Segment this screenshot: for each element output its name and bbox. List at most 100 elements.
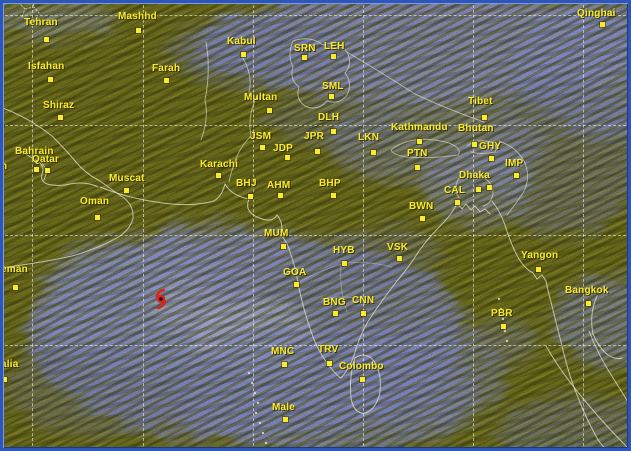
graticule-vline — [473, 0, 474, 451]
station-label-tibet: Tibet — [468, 96, 493, 107]
station-label-imp: IMP — [505, 158, 524, 169]
station-label-dlh: DLH — [318, 112, 340, 123]
station-marker-tehran — [44, 37, 49, 42]
station-marker-eman — [13, 285, 18, 290]
station-label-goa: GOA — [283, 267, 307, 278]
station-marker-station — [487, 185, 492, 190]
station-marker-muscat — [124, 188, 129, 193]
station-label-male: Male — [272, 402, 296, 413]
station-marker-male — [283, 417, 288, 422]
station-label-cnn: CNN — [352, 295, 375, 306]
station-label-isfahan: Isfahan — [28, 61, 65, 72]
station-label-kathmandu: Kathmandu — [391, 122, 448, 133]
station-label-oman: Oman — [80, 196, 110, 207]
station-label-bangkok: Bangkok — [565, 285, 609, 296]
station-label-jpr: JPR — [304, 131, 325, 142]
graticule-vline — [583, 0, 584, 451]
station-marker-leh — [331, 54, 336, 59]
station-label-bahrain: Bahrain — [15, 146, 54, 157]
station-marker-dlh — [331, 129, 336, 134]
station-label-bhutan: Bhutan — [458, 123, 494, 134]
station-marker-srn — [302, 55, 307, 60]
station-label-colombo: Colombo — [339, 361, 384, 372]
graticule-hline — [0, 15, 631, 16]
station-label-cal: CAL — [444, 185, 466, 196]
station-marker-shiraz — [58, 115, 63, 120]
station-label-eman: eman — [1, 264, 28, 275]
station-marker-mum — [281, 244, 286, 249]
station-marker-bahrain — [34, 167, 39, 172]
graticule-vline — [143, 0, 144, 451]
graticule-vline — [32, 0, 33, 451]
station-label-h: h — [1, 161, 8, 172]
station-marker-lkn — [371, 150, 376, 155]
station-label-bhj: BHJ — [236, 178, 257, 189]
station-marker-bwn — [420, 216, 425, 221]
graticule-hline — [0, 235, 631, 236]
station-marker-farah — [164, 78, 169, 83]
station-label-muscat: Muscat — [109, 173, 145, 184]
station-label-bng: BNG — [323, 297, 346, 308]
station-marker-kathmandu — [417, 139, 422, 144]
station-label-jdp: JDP — [273, 143, 294, 154]
station-marker-sml — [329, 94, 334, 99]
station-marker-bhp — [331, 193, 336, 198]
station-marker-dhaka — [476, 187, 481, 192]
station-marker-oman — [95, 215, 100, 220]
station-marker-jsm — [260, 145, 265, 150]
station-label-mashhd: Mashhd — [118, 11, 157, 22]
station-label-hyb: HYB — [333, 245, 355, 256]
tropical-cyclone-icon — [155, 288, 167, 310]
station-marker-alia — [2, 377, 7, 382]
station-marker-qinghai — [600, 22, 605, 27]
station-marker-mashhd — [136, 28, 141, 33]
graticule-hline — [0, 345, 631, 346]
station-marker-karachi — [216, 173, 221, 178]
station-marker-tibet — [482, 115, 487, 120]
station-marker-yangon — [536, 267, 541, 272]
station-marker-imp — [514, 173, 519, 178]
station-label-tehran: Tehran — [24, 17, 58, 28]
station-label-qatar: Qatar — [32, 154, 60, 165]
station-marker-ghy — [489, 156, 494, 161]
station-marker-colombo — [360, 377, 365, 382]
graticule-vline — [363, 0, 364, 451]
station-marker-ahm — [278, 193, 283, 198]
station-label-pbr: PBR — [491, 308, 513, 319]
station-marker-qatar — [45, 168, 50, 173]
station-marker-bhj — [248, 194, 253, 199]
station-marker-kabul — [241, 52, 246, 57]
station-label-farah: Farah — [152, 63, 181, 74]
station-label-karachi: Karachi — [200, 159, 239, 170]
station-label-dhaka: Dhaka — [459, 170, 491, 181]
station-label-qinghai: Qinghai — [577, 8, 616, 19]
station-label-srn: SRN — [294, 43, 316, 54]
station-marker-hyb — [342, 261, 347, 266]
station-marker-cal — [455, 200, 460, 205]
station-marker-jdp — [285, 155, 290, 160]
station-marker-cnn — [361, 311, 366, 316]
station-label-bwn: BWN — [409, 201, 434, 212]
station-label-jsm: JSM — [250, 131, 272, 142]
station-label-mum: MUM — [264, 228, 289, 239]
station-marker-bhutan — [472, 142, 477, 147]
station-label-trv: TRV — [318, 344, 339, 355]
station-label-sml: SML — [322, 81, 344, 92]
station-label-shiraz: Shiraz — [43, 100, 75, 111]
station-marker-bangkok — [586, 301, 591, 306]
station-marker-vsk — [397, 256, 402, 261]
station-label-ahm: AHM — [267, 180, 291, 191]
station-label-mnc: MNC — [271, 346, 295, 357]
station-marker-trv — [327, 361, 332, 366]
station-marker-isfahan — [48, 77, 53, 82]
station-label-multan: Multan — [244, 92, 278, 103]
graticule-hline — [0, 125, 631, 126]
station-label-yangon: Yangon — [521, 250, 559, 261]
graticule-vline — [253, 0, 254, 451]
station-marker-mnc — [282, 362, 287, 367]
